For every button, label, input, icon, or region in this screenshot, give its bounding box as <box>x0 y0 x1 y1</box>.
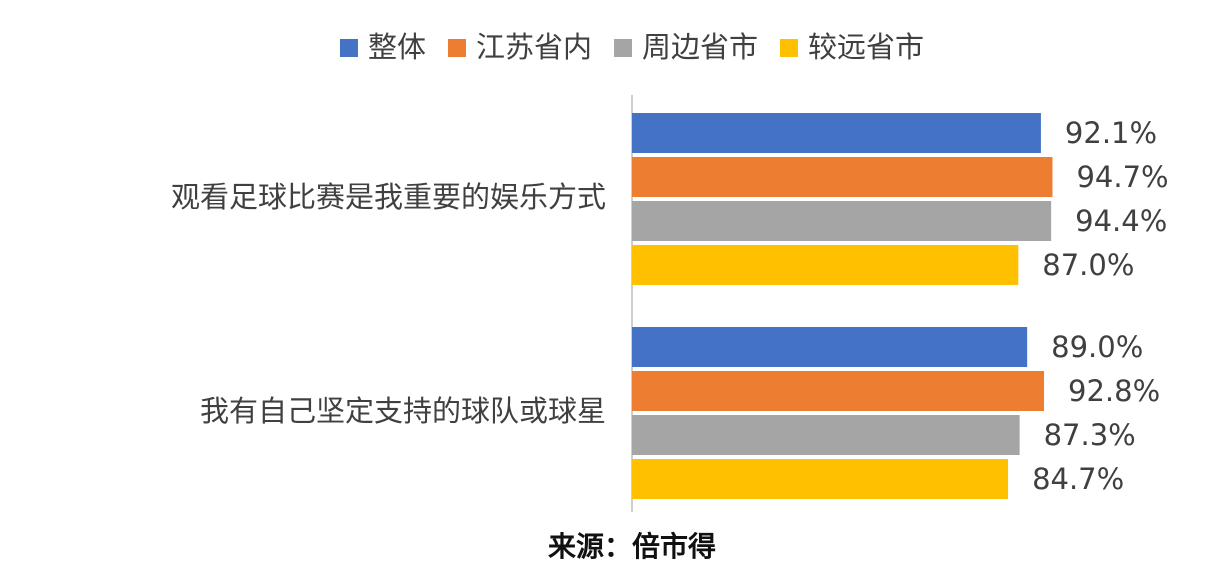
source: 来源：倍市得 <box>548 530 716 563</box>
legend-label: 江苏省内 <box>476 30 592 64</box>
category-label: 观看足球比赛是我重要的娱乐方式 <box>171 180 606 214</box>
bar <box>632 371 1045 411</box>
legend-label: 周边省市 <box>642 30 758 64</box>
bar <box>632 327 1028 367</box>
bar <box>632 415 1020 455</box>
bar <box>632 459 1009 499</box>
legend-swatch <box>339 39 358 57</box>
category-label: 我有自己坚定支持的球队或球星 <box>200 394 606 428</box>
bar <box>632 157 1053 197</box>
legend-label: 较远省市 <box>808 30 924 64</box>
value-label: 87.0% <box>1042 248 1134 282</box>
value-label: 92.1% <box>1065 116 1157 150</box>
value-label: 84.7% <box>1032 462 1124 496</box>
value-label: 94.4% <box>1075 204 1167 238</box>
value-label: 87.3% <box>1044 418 1136 452</box>
value-label: 89.0% <box>1051 330 1143 364</box>
legend-label: 整体 <box>368 30 426 64</box>
bar <box>632 201 1052 241</box>
value-label: 92.8% <box>1068 374 1160 408</box>
legend-swatch <box>780 39 799 57</box>
value-label: 94.7% <box>1076 160 1168 194</box>
bar <box>632 245 1019 285</box>
legend-swatch <box>447 39 466 57</box>
legend-swatch <box>614 39 632 57</box>
bar <box>632 113 1041 153</box>
